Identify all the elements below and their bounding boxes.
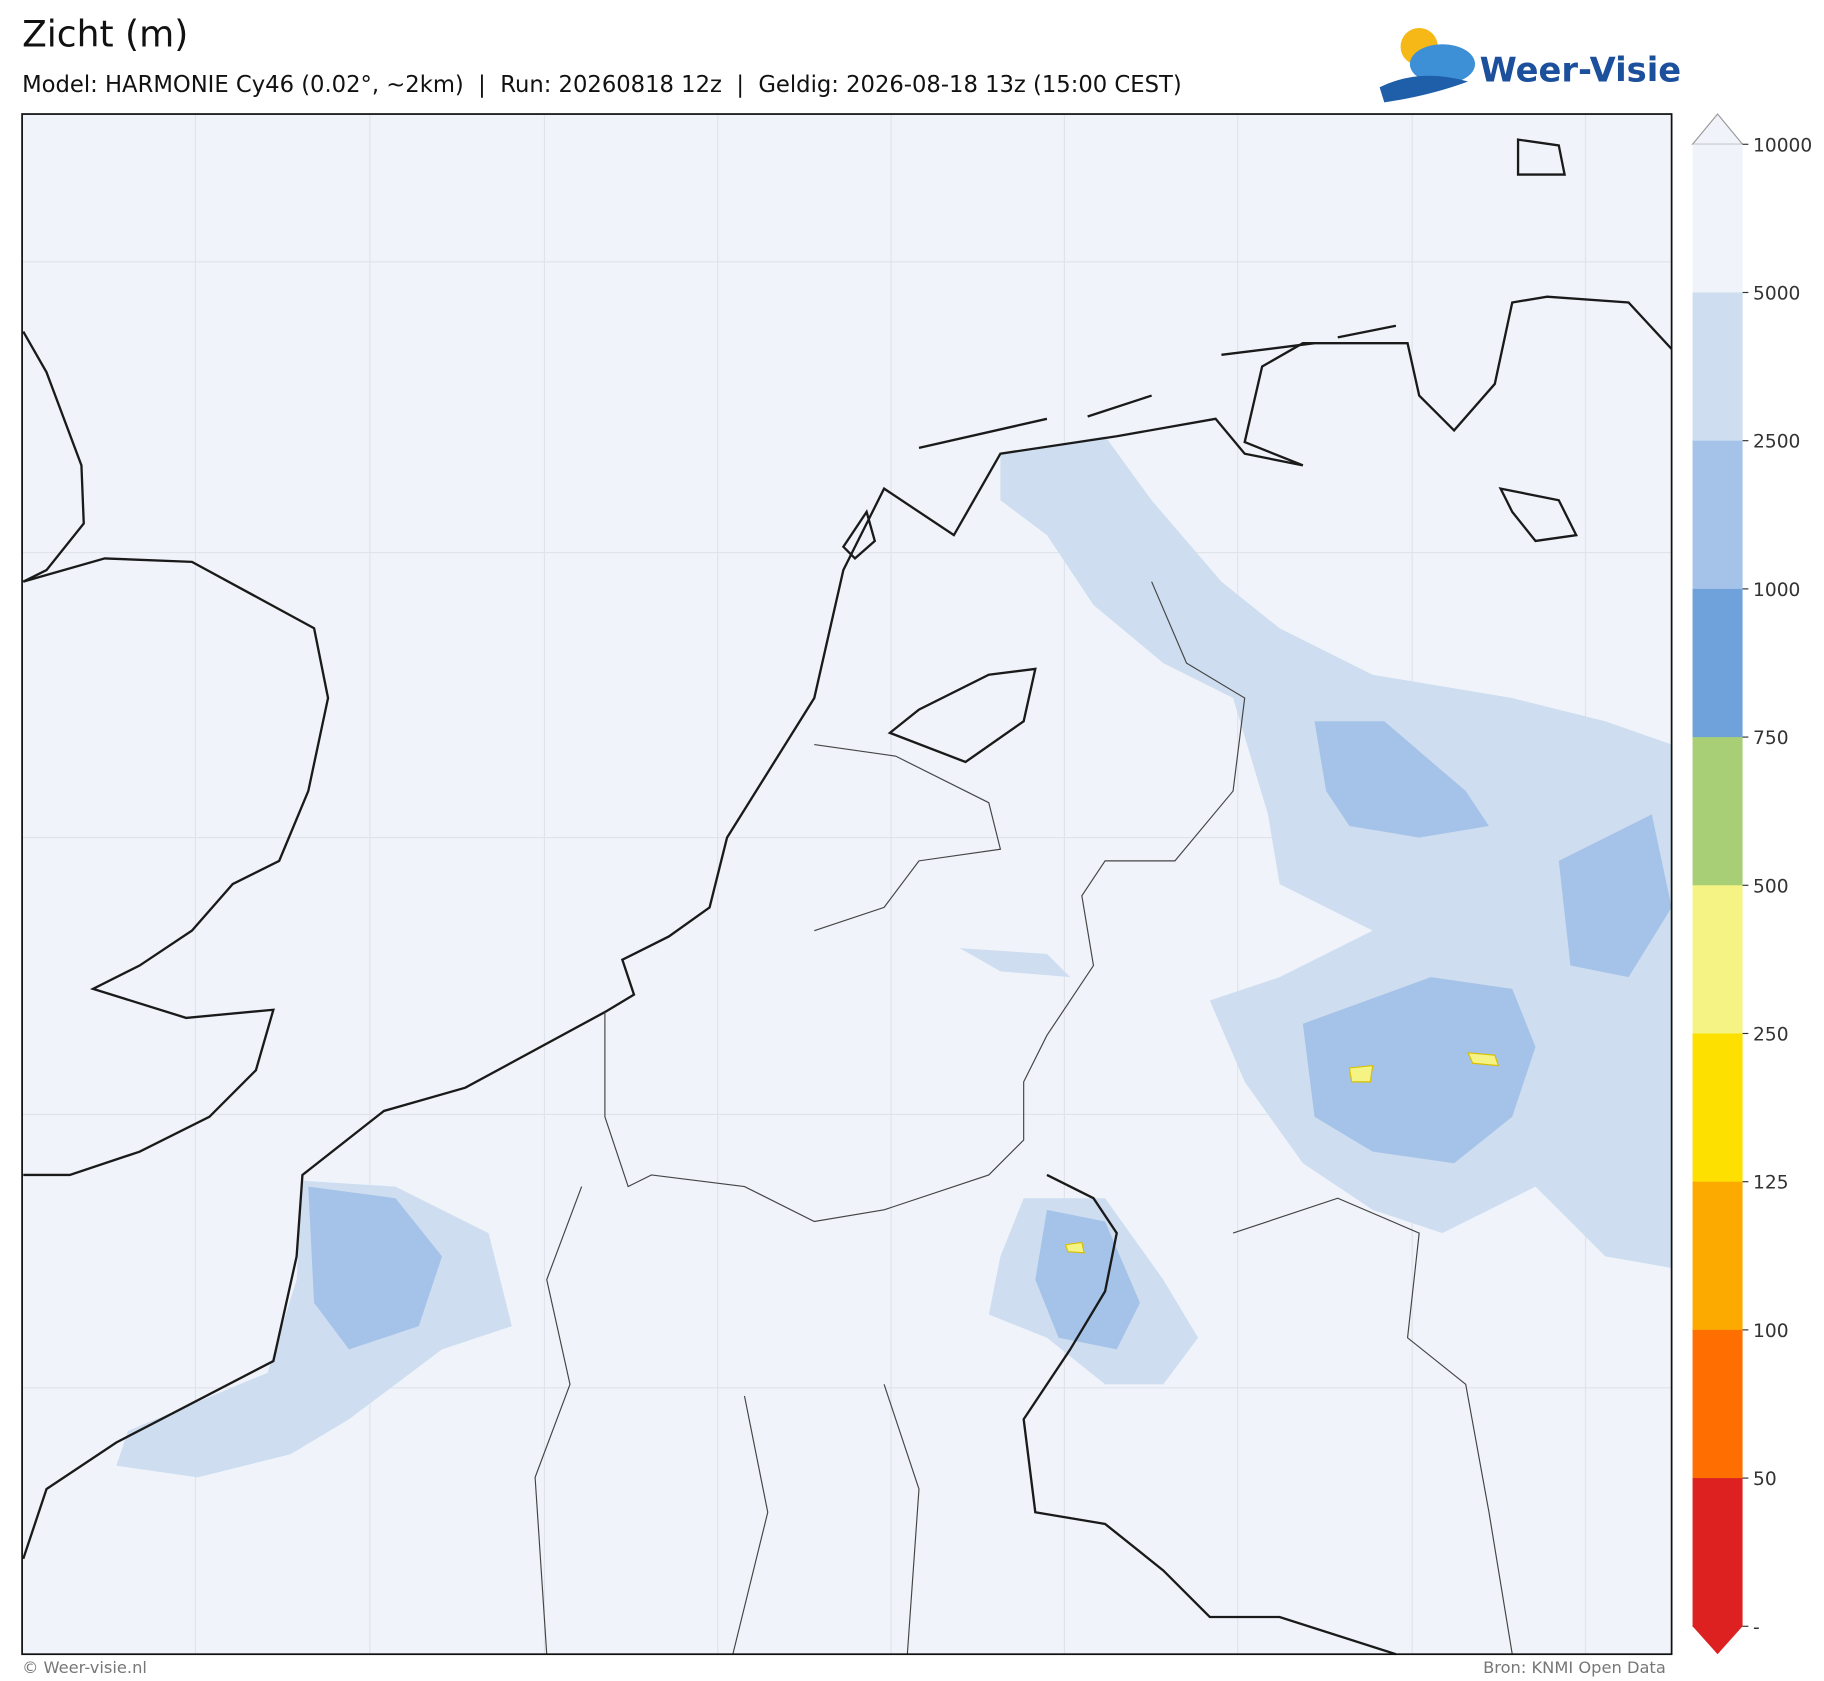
colorbar-tick-label: 500 [1753, 876, 1789, 897]
logo-wave [1379, 75, 1469, 103]
colorbar-tick-label: 100 [1753, 1321, 1789, 1342]
footer-right: Bron: KNMI Open Data [1483, 1658, 1666, 1677]
colorbar-band [1692, 1329, 1743, 1479]
footer-left: © Weer-visie.nl [22, 1658, 147, 1677]
colorbar-tick-label: 5000 [1753, 283, 1800, 304]
colorbar-tick-label: 750 [1753, 728, 1789, 749]
subtitle: Model: HARMONIE Cy46 (0.02°, ~2km) | Run… [22, 72, 1182, 98]
colorbar-tick-label: 2500 [1753, 432, 1800, 453]
coastlines [22, 138, 1673, 1656]
logo-cloud [1409, 44, 1476, 84]
colorbar-band [1692, 588, 1743, 738]
colorbar-tick-label: 50 [1753, 1469, 1777, 1490]
title: Zicht (m) [22, 14, 188, 56]
colorbar-band [1692, 1181, 1743, 1331]
visibility-field [116, 436, 1672, 1478]
colorbar-tick-label: 125 [1753, 1173, 1789, 1194]
colorbar-tick-label: 250 [1753, 1024, 1789, 1045]
colorbar-band [1692, 737, 1743, 886]
colorbar-band [1692, 885, 1743, 1035]
colorbar-band [1692, 292, 1743, 442]
map [21, 113, 1673, 1656]
colorbar-tick-label: 1000 [1753, 580, 1800, 601]
colorbar-band [1692, 1478, 1743, 1627]
colorbar-band [1692, 1033, 1743, 1183]
colorbar-extend-bottom [1692, 1626, 1743, 1655]
colorbar-tick-label: 10000 [1753, 135, 1812, 156]
colorbar-band [1692, 144, 1743, 294]
colorbar-bottom-label: - [1753, 1617, 1760, 1638]
borders [534, 581, 1513, 1655]
logo-text: Weer-Visie [1480, 50, 1681, 89]
logo: Weer-Visie [1379, 27, 1681, 103]
colorbar-extend-top [1691, 113, 1744, 145]
colorbar-band [1692, 440, 1743, 590]
colorbar: 10000 5000 2500 1000 750 500 250 125 100 50 - [1691, 113, 1812, 1655]
map-frame [21, 113, 1673, 1656]
